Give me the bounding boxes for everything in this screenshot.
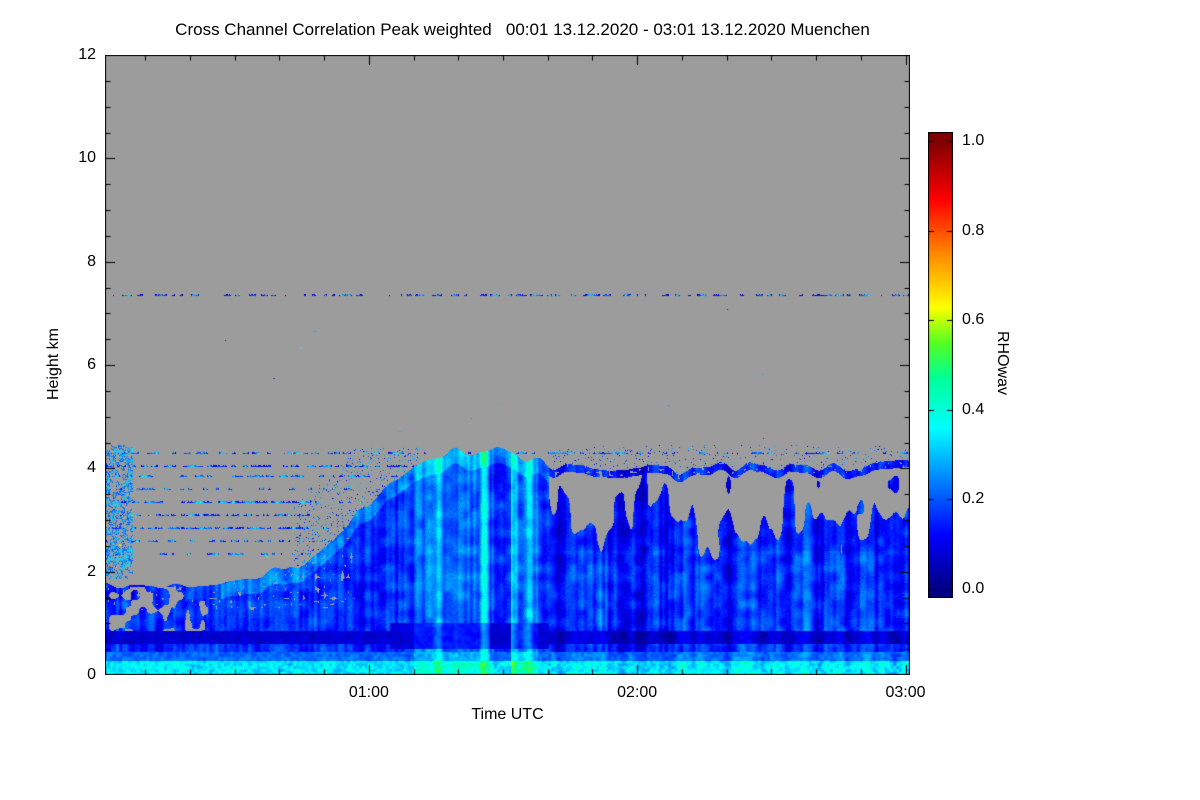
- y-tick-label: 10: [78, 149, 96, 167]
- colorbar-tick-label: 1.0: [962, 131, 985, 149]
- y-tick-label: 4: [87, 459, 96, 477]
- y-tick-label: 2: [87, 562, 96, 580]
- x-tick-label: 03:00: [885, 684, 926, 701]
- x-tick-label: 02:00: [617, 684, 658, 701]
- colorbar-tick-label: 0.2: [962, 490, 985, 508]
- y-tick-label: 0: [87, 666, 96, 683]
- colorbar-tick-label: 0.4: [962, 400, 985, 418]
- y-tick-label: 8: [87, 252, 96, 270]
- colorbar: [928, 132, 953, 598]
- heatmap-plot-area: [105, 55, 910, 675]
- chart-title: Cross Channel Correlation Peak weighted …: [175, 20, 870, 39]
- y-tick-label: 12: [78, 46, 96, 63]
- x-tick-label: 01:00: [348, 684, 389, 701]
- colorbar-tick-label: 0.0: [962, 580, 985, 598]
- y-tick-label: 6: [87, 356, 96, 373]
- colorbar-tick-label: 0.6: [962, 311, 985, 329]
- colorbar-tick-label: 0.8: [962, 221, 985, 239]
- x-axis-label: Time UTC: [471, 706, 544, 723]
- colorbar-label: RHOwav: [994, 330, 1011, 395]
